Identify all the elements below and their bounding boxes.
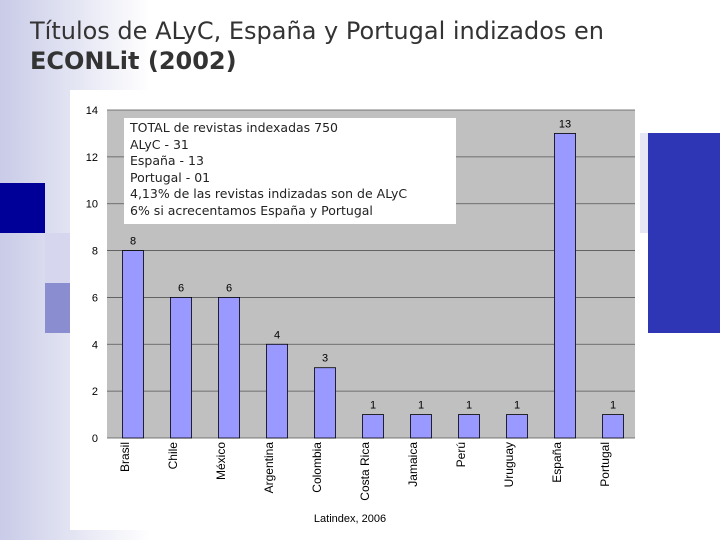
bar-value-label: 4 bbox=[274, 329, 280, 341]
deco-square-light-right bbox=[640, 133, 648, 233]
bar-chile bbox=[170, 297, 192, 439]
y-tick-label: 12 bbox=[86, 152, 98, 164]
bar-portugal bbox=[602, 414, 624, 439]
bar-value-label: 6 bbox=[178, 282, 184, 294]
deco-square-blue-right bbox=[648, 133, 720, 333]
info-portugal-line: Portugal - 01 bbox=[130, 169, 211, 185]
bars bbox=[122, 133, 624, 439]
bar-costa-rica bbox=[362, 414, 384, 439]
bar-value-label: 6 bbox=[226, 282, 232, 294]
bar-value-label: 1 bbox=[418, 400, 424, 412]
bar-méxico bbox=[218, 297, 240, 439]
deco-square-navy-left bbox=[0, 183, 45, 233]
bar-value-label: 3 bbox=[322, 353, 328, 365]
slide-title-line2: ECONLit (2002) bbox=[30, 47, 237, 75]
x-tick-label: Portugal bbox=[598, 442, 612, 487]
bar-value-label: 1 bbox=[514, 400, 520, 412]
slide-title-line1: Títulos de ALyC, España y Portugal indiz… bbox=[30, 17, 604, 45]
bar-value-label: 8 bbox=[130, 236, 136, 248]
y-tick-label: 4 bbox=[92, 339, 98, 351]
deco-square-mid-left bbox=[45, 283, 72, 333]
x-tick-label: Brasil bbox=[118, 442, 132, 472]
bar-jamaica bbox=[410, 414, 432, 439]
info-percent2-line: 6% si acrecentamos España y Portugal bbox=[130, 202, 373, 218]
bar-españa bbox=[554, 133, 576, 439]
x-tick-label: España bbox=[550, 442, 564, 483]
bar-uruguay bbox=[506, 414, 528, 439]
info-total-line: TOTAL de revistas indexadas 750 bbox=[130, 120, 339, 135]
bar-value-label: 1 bbox=[610, 400, 616, 412]
info-box: TOTAL de revistas indexadas 750 ALyC - 3… bbox=[124, 118, 456, 224]
bar-value-label: 13 bbox=[559, 118, 571, 130]
slide-title: Títulos de ALyC, España y Portugal indiz… bbox=[30, 16, 700, 76]
x-tick-label: Perú bbox=[454, 442, 468, 467]
x-tick-label: Colombia bbox=[310, 442, 324, 493]
bar-brasil bbox=[122, 250, 144, 439]
y-tick-label: 14 bbox=[86, 105, 98, 117]
x-tick-label: Uruguay bbox=[502, 442, 516, 487]
bar-argentina bbox=[266, 343, 288, 439]
y-axis-ticks: 0 2 4 6 8 10 12 14 bbox=[86, 105, 98, 445]
y-tick-label: 6 bbox=[92, 292, 98, 304]
x-tick-label: Chile bbox=[166, 442, 180, 470]
gridlines bbox=[107, 109, 635, 439]
y-tick-label: 8 bbox=[92, 246, 98, 258]
y-tick-label: 10 bbox=[86, 199, 98, 211]
info-alyc-line: ALyC - 31 bbox=[130, 136, 189, 152]
x-tick-label: Costa Rica bbox=[358, 442, 372, 501]
x-tick-label: Jamaica bbox=[406, 442, 420, 487]
deco-square-light-left bbox=[45, 233, 72, 283]
bar-value-label: 1 bbox=[466, 400, 472, 412]
bar-value-labels: 8 6 6 4 3 1 1 1 1 13 1 bbox=[130, 118, 616, 411]
x-axis-labels: Brasil Chile México Argentina Colombia Costa … bbox=[118, 442, 612, 501]
info-espana-line: España - 13 bbox=[130, 153, 204, 168]
x-tick-label: México bbox=[214, 442, 228, 480]
bar-value-label: 1 bbox=[370, 400, 376, 412]
bar-perú bbox=[458, 414, 480, 439]
y-tick-label: 2 bbox=[92, 386, 98, 398]
info-percent-line: 4,13% de las revistas indizadas son de A… bbox=[130, 186, 408, 201]
x-tick-label: Argentina bbox=[262, 442, 276, 494]
bar-colombia bbox=[314, 367, 336, 439]
y-tick-label: 0 bbox=[92, 433, 98, 445]
source-label: Latindex, 2006 bbox=[314, 513, 386, 525]
